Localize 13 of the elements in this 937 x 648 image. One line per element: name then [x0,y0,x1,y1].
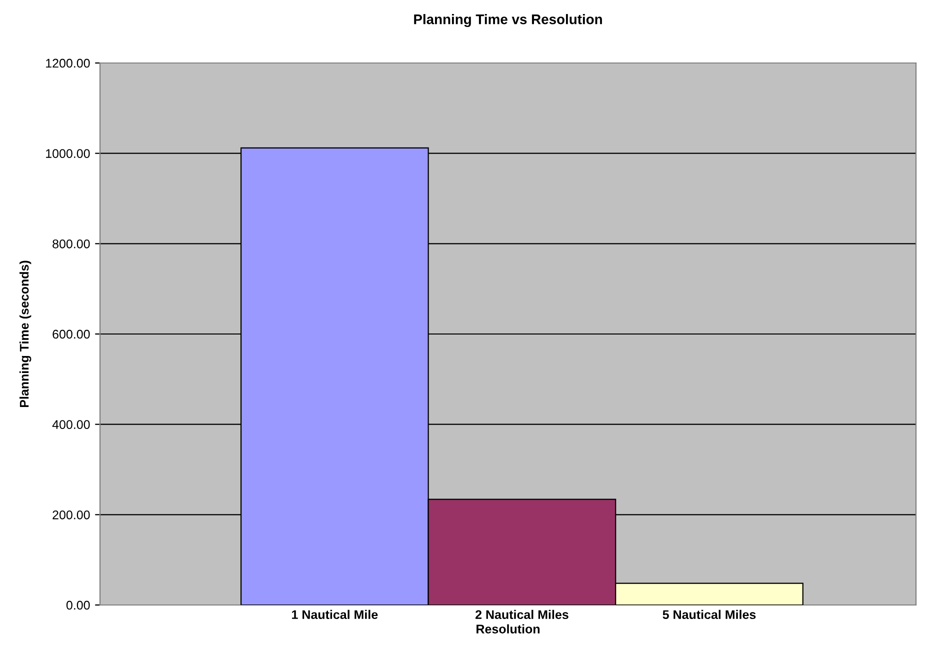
y-tick-label: 800.00 [52,239,90,248]
chart-title: Planning Time vs Resolution [414,14,602,28]
x-tick-label: 2 Nautical Miles [475,610,568,620]
y-tick-label: 600.00 [52,330,90,339]
y-tick-label: 1200.00 [46,58,90,68]
x-axis-title: Resolution [476,624,540,634]
y-tick-label: 200.00 [52,510,90,520]
y-tick-label: 0.00 [66,600,90,610]
x-tick-label: 5 Nautical Miles [662,610,756,620]
y-tick-label: 400.00 [52,420,90,429]
x-tick-label: 1 Nautical Mile [292,610,378,620]
y-tick-label: 1000.00 [46,149,90,158]
y-axis-title: Planning Time (seconds) [20,260,32,408]
